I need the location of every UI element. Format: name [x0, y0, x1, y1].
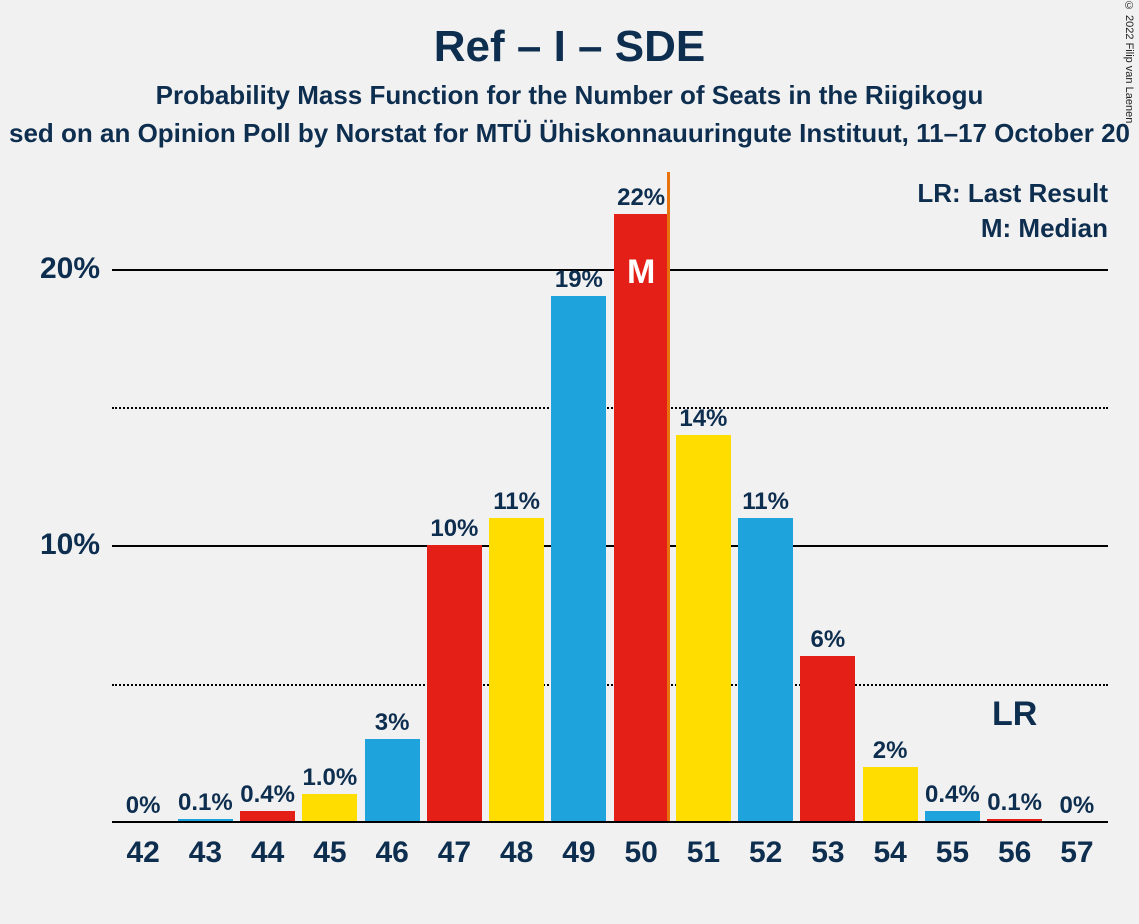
x-tick-label: 53 — [811, 836, 844, 870]
chart-title: Ref – I – SDE — [0, 22, 1139, 72]
lr-label: LR — [992, 695, 1037, 734]
x-tick-label: 55 — [936, 836, 969, 870]
bar-slot: 0.1% — [174, 172, 236, 822]
bar-value-label: 11% — [742, 488, 789, 518]
y-tick-label: 20% — [40, 252, 112, 286]
bar-value-label: 22% — [617, 184, 665, 214]
bar-value-label: 3% — [375, 709, 410, 739]
bar-slot: 19% — [548, 172, 610, 822]
bar-slot: 11% — [735, 172, 797, 822]
bar: 1.0% — [302, 794, 357, 822]
bar-value-label: 0% — [1060, 792, 1095, 822]
x-tick-label: 48 — [500, 836, 533, 870]
bar: 11% — [738, 518, 793, 822]
median-marker: M — [627, 253, 655, 292]
bar-slot: 2% — [859, 172, 921, 822]
x-tick-label: 50 — [624, 836, 657, 870]
bar-slot: 0.4% — [921, 172, 983, 822]
bar-slot: 0% — [1046, 172, 1108, 822]
bars-group: 0%0.1%0.4%1.0%3%10%11%19%22%14%11%6%2%0.… — [112, 172, 1108, 822]
bar-slot: 1.0% — [299, 172, 361, 822]
bar-slot: 10% — [423, 172, 485, 822]
x-tick-label: 47 — [438, 836, 471, 870]
bar: 10% — [427, 545, 482, 822]
bar: 2% — [863, 767, 918, 822]
bar-value-label: 14% — [679, 405, 727, 435]
bar-value-label: 11% — [493, 488, 540, 518]
bar: 22% — [614, 214, 669, 823]
chart-plot-area: LR: Last Result M: Median 0%0.1%0.4%1.0%… — [112, 172, 1108, 822]
bar-slot: 6% — [797, 172, 859, 822]
median-line — [667, 172, 670, 822]
bar: 3% — [365, 739, 420, 822]
bar: 14% — [676, 435, 731, 822]
bar-slot: 11% — [486, 172, 548, 822]
bar-value-label: 0.4% — [240, 781, 295, 811]
x-tick-label: 49 — [562, 836, 595, 870]
bar-slot: 0.4% — [237, 172, 299, 822]
x-tick-label: 46 — [375, 836, 408, 870]
bar-value-label: 19% — [555, 266, 603, 296]
bar-value-label: 0.4% — [925, 781, 980, 811]
y-tick-label: 10% — [40, 528, 112, 562]
x-tick-label: 51 — [687, 836, 720, 870]
bar-value-label: 0% — [126, 792, 161, 822]
bar-slot: 3% — [361, 172, 423, 822]
x-tick-label: 52 — [749, 836, 782, 870]
bar: 11% — [489, 518, 544, 822]
bar: 6% — [800, 656, 855, 822]
chart-subtitle-2: sed on an Opinion Poll by Norstat for MT… — [0, 118, 1139, 149]
x-tick-label: 43 — [189, 836, 222, 870]
x-tick-label: 45 — [313, 836, 346, 870]
bar-value-label: 1.0% — [303, 764, 358, 794]
x-tick-label: 56 — [998, 836, 1031, 870]
bar-value-label: 0.1% — [987, 789, 1042, 819]
chart-subtitle-1: Probability Mass Function for the Number… — [0, 80, 1139, 111]
bar-slot: 14% — [672, 172, 734, 822]
x-tick-label: 54 — [873, 836, 906, 870]
bar-value-label: 10% — [430, 515, 478, 545]
x-tick-label: 42 — [126, 836, 159, 870]
x-axis: 42434445464748495051525354555657 — [112, 822, 1108, 836]
bar-value-label: 6% — [811, 626, 846, 656]
x-tick-label: 57 — [1060, 836, 1093, 870]
bar-slot: 0% — [112, 172, 174, 822]
bar-value-label: 0.1% — [178, 789, 233, 819]
bar-value-label: 2% — [873, 737, 908, 767]
bar: 19% — [551, 296, 606, 822]
x-tick-label: 44 — [251, 836, 284, 870]
